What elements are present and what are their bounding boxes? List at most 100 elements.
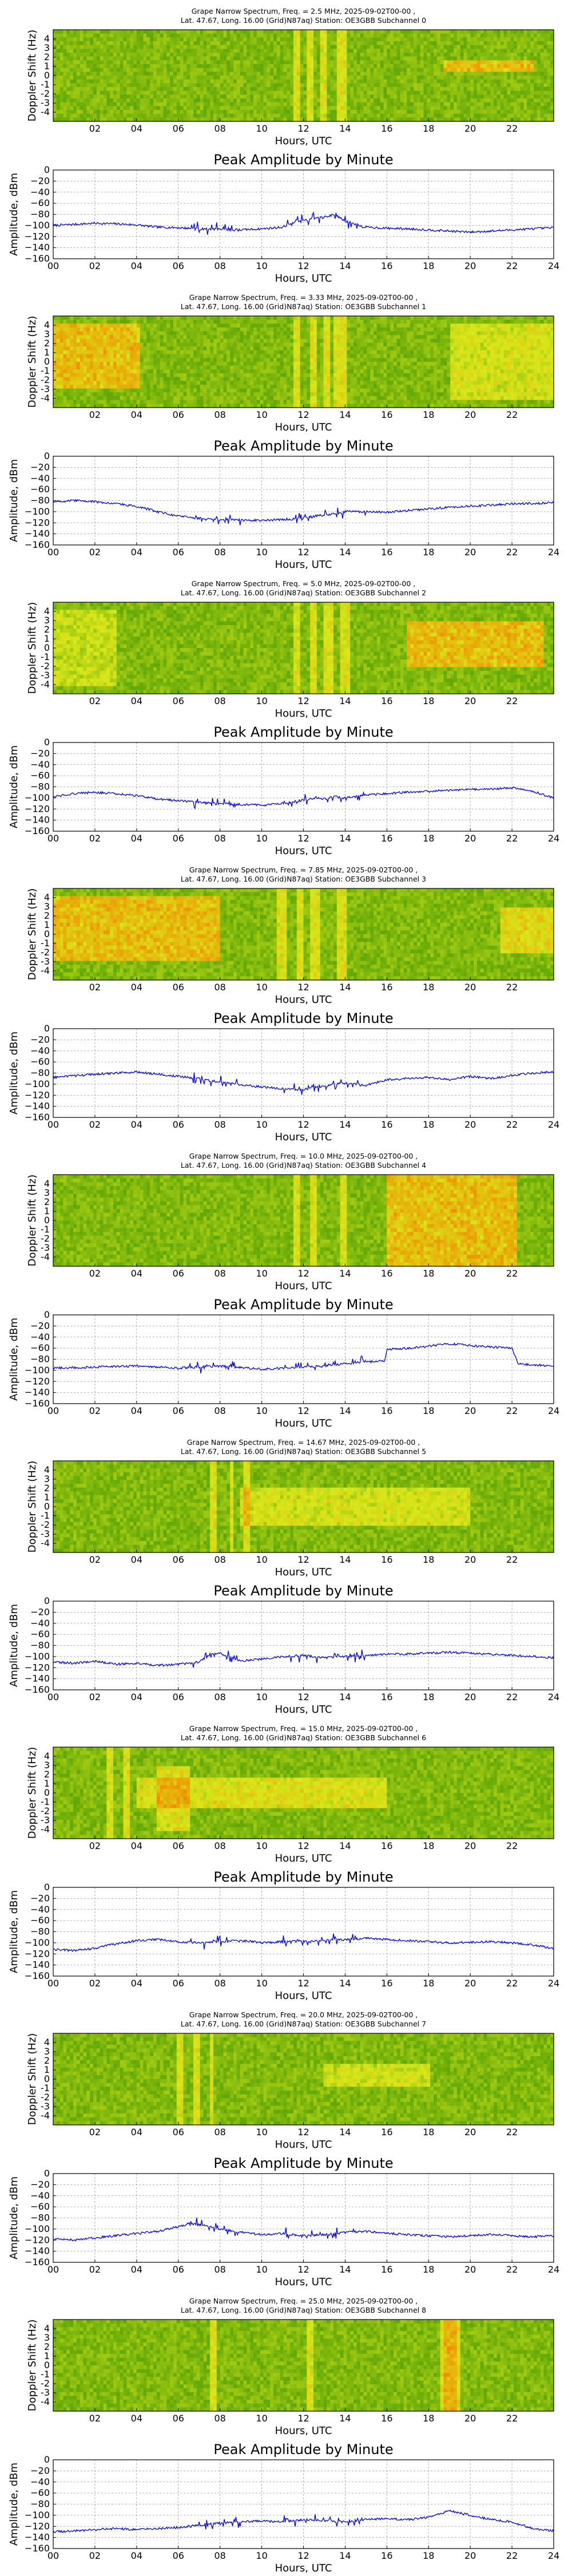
spectrum-0-cell xyxy=(113,60,117,64)
spectrum-0-cell xyxy=(367,91,370,95)
spectrum-0-cell xyxy=(347,106,350,110)
spectrum-0-cell xyxy=(380,37,384,41)
spectrum-0-cell xyxy=(374,106,377,110)
spectrum-0-cell xyxy=(324,34,327,38)
spectrum-0-cell xyxy=(377,68,380,72)
spectrum-0-cell xyxy=(384,102,387,106)
spectrum-0-cell xyxy=(444,76,447,80)
spectrum-0-cell xyxy=(60,76,63,80)
spectrum-0-cell xyxy=(477,110,480,114)
spectrum-0-cell xyxy=(206,64,210,68)
spectrum-0-cell xyxy=(57,49,60,53)
spectrum-0-cell xyxy=(410,72,414,76)
spectrum-0-cell xyxy=(177,37,180,41)
spectrum-0-cell xyxy=(273,76,277,80)
spectrum-0-cell xyxy=(333,57,337,61)
spectrum-0-cell xyxy=(350,60,353,64)
spectrum-0-cell xyxy=(484,98,487,102)
spectrum-0-cell xyxy=(290,60,293,64)
spectrum-0-cell xyxy=(217,87,220,91)
spectrum-0-cell xyxy=(430,41,434,45)
spectrum-0-cell xyxy=(440,76,444,80)
spectrum-0-cell xyxy=(347,34,350,38)
spectrum-0-cell xyxy=(233,114,237,118)
spectrum-0-cell xyxy=(410,91,414,95)
spectrum-0-cell xyxy=(404,110,407,114)
spectrum-0-cell xyxy=(110,57,113,61)
spectrum-0-cell xyxy=(230,76,233,80)
spectrum-0-cell xyxy=(84,57,87,61)
spectrum-0-cell xyxy=(204,57,207,61)
spectrum-0-cell xyxy=(220,30,224,34)
spectrum-0-cell xyxy=(84,102,87,106)
spectrum-0-cell xyxy=(166,98,170,102)
spectrum-0-cell xyxy=(260,53,264,57)
spectrum-0-cell xyxy=(77,68,80,72)
spectrum-0-cell xyxy=(304,37,307,41)
spectrum-0-cell xyxy=(297,68,300,72)
spectrum-0-cell xyxy=(230,114,233,118)
spectrum-0-cell xyxy=(210,60,213,64)
spectrum-0-cell xyxy=(237,110,240,114)
spectrum-0-cell xyxy=(157,45,160,49)
spectrum-0-cell xyxy=(170,94,173,98)
spectrum-0-cell xyxy=(270,114,273,118)
spectrum-0-cell xyxy=(160,114,164,118)
spectrum-0-cell xyxy=(77,64,80,68)
spectrum-0-cell xyxy=(307,83,310,87)
spectrum-0-cell xyxy=(193,37,197,41)
spectrum-0-cell xyxy=(437,110,440,114)
spectrum-0-cell xyxy=(300,87,304,91)
spectrum-0-cell xyxy=(106,41,110,45)
spectrum-0-cell xyxy=(104,102,107,106)
spectrum-0-cell xyxy=(140,57,144,61)
spectrum-0-cell xyxy=(390,98,394,102)
spectrum-0-cell xyxy=(160,76,164,80)
spectrum-0-cell xyxy=(100,91,104,95)
spectrum-0-cell xyxy=(270,49,273,53)
spectrum-0-cell xyxy=(177,91,180,95)
spectrum-0-cell xyxy=(347,60,350,64)
spectrum-0-cell xyxy=(140,83,144,87)
spectrum-0-cell xyxy=(157,83,160,87)
spectrum-0-cell xyxy=(344,45,347,49)
spectrum-0-cell xyxy=(364,49,367,53)
spectrum-0-cell xyxy=(337,60,340,64)
spectrum-0-cell xyxy=(244,49,247,53)
spectrum-0-cell xyxy=(307,45,310,49)
spectrum-0-cell xyxy=(190,80,193,84)
spectrum-0-cell xyxy=(166,72,170,76)
spectrum-0-cell xyxy=(470,106,474,110)
spectrum-0-cell xyxy=(467,83,470,87)
spectrum-0-cell xyxy=(434,68,437,72)
spectrum-0-cell xyxy=(200,114,204,118)
spectrum-0-cell xyxy=(407,72,410,76)
spectrum-0-cell xyxy=(217,80,220,84)
spectrum-0-cell xyxy=(80,76,84,80)
spectrum-0-cell xyxy=(313,68,317,72)
spectrum-0-cell xyxy=(420,87,424,91)
spectrum-0-cell xyxy=(417,76,420,80)
spectrum-0-cell xyxy=(264,106,267,110)
spectrum-0-cell xyxy=(57,64,60,68)
spectrum-0-cell xyxy=(240,37,244,41)
spectrum-0-cell xyxy=(173,110,177,114)
spectrum-0-cell xyxy=(313,53,317,57)
spectrum-0-cell xyxy=(190,30,193,34)
spectrum-0-cell xyxy=(390,83,394,87)
spectrum-0-cell xyxy=(186,110,190,114)
spectrum-0-cell xyxy=(384,114,387,118)
spectrum-0-cell xyxy=(310,87,313,91)
spectrum-0-cell xyxy=(66,60,70,64)
spectrum-0-cell xyxy=(467,114,470,118)
spectrum-0-cell xyxy=(484,64,487,68)
spectrum-0-cell xyxy=(180,68,184,72)
spectrum-0-cell xyxy=(277,106,280,110)
spectrum-0-cell xyxy=(206,98,210,102)
spectrum-0-cell xyxy=(233,57,237,61)
spectrum-0-cell xyxy=(397,64,400,68)
spectrum-0-cell xyxy=(110,60,113,64)
spectrum-0-cell xyxy=(206,87,210,91)
spectrum-0-cell xyxy=(377,102,380,106)
spectrum-0-cell xyxy=(490,83,494,87)
